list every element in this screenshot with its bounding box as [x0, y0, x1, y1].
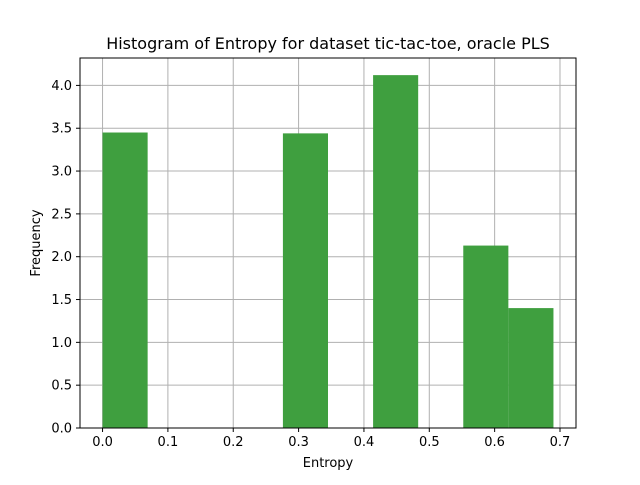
y-axis-label: Frequency — [29, 209, 44, 276]
x-tick-label: 0.0 — [92, 435, 113, 450]
y-tick-label: 4.0 — [51, 79, 72, 94]
histogram-bar-9 — [508, 308, 554, 428]
y-tick-label: 2.5 — [51, 207, 72, 222]
y-tick-label: 3.0 — [51, 165, 72, 180]
plot-area-frame — [79, 57, 577, 429]
histogram-bar-0 — [102, 132, 148, 428]
histogram-bar-6 — [373, 75, 419, 428]
histogram-bar-8 — [463, 245, 509, 428]
y-tick-label: 2.0 — [51, 250, 72, 265]
histogram-bars — [102, 75, 554, 429]
x-axis-label: Entropy — [303, 456, 354, 471]
x-axis-ticks: 0.0 0.1 0.2 0.3 0.4 0.5 0.6 0.7 — [92, 428, 570, 450]
x-tick-label: 0.1 — [158, 435, 179, 450]
y-tick-label: 0.0 — [51, 422, 72, 437]
histogram-bar-4 — [282, 133, 328, 429]
x-tick-label: 0.3 — [288, 435, 309, 450]
x-tick-label: 0.6 — [484, 435, 505, 450]
y-tick-label: 1.0 — [51, 336, 72, 351]
x-tick-label: 0.7 — [550, 435, 571, 450]
chart-title: Histogram of Entropy for dataset tic-tac… — [106, 34, 550, 53]
y-axis-ticks: 0.0 0.5 1.0 1.5 2.0 2.5 3.0 3.5 4.0 — [51, 79, 80, 437]
y-tick-label: 3.5 — [51, 122, 72, 137]
y-tick-label: 0.5 — [51, 379, 72, 394]
y-tick-label: 1.5 — [51, 293, 72, 308]
x-tick-label: 0.4 — [354, 435, 375, 450]
x-tick-label: 0.2 — [223, 435, 244, 450]
x-tick-label: 0.5 — [419, 435, 440, 450]
